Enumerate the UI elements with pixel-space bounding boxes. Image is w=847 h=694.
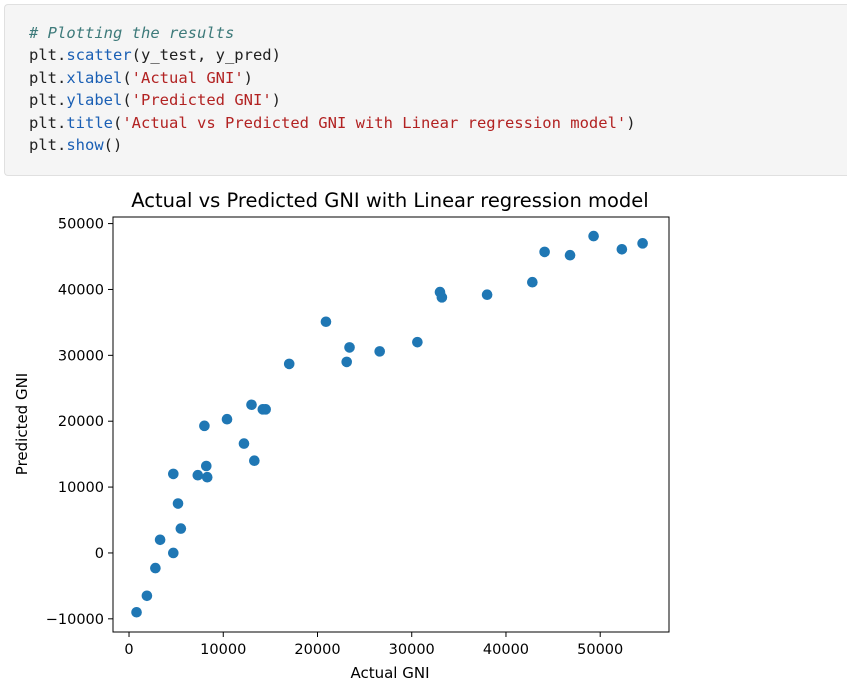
data-point [637,238,648,249]
code-line: plt.xlabel('Actual GNI') [29,69,253,87]
code-token: 'Actual vs Predicted GNI with Linear reg… [122,113,627,132]
code-line: plt.ylabel('Predicted GNI') [29,91,281,109]
data-point [199,420,210,432]
y-tick-label: −10000 [46,612,104,628]
plot-area-frame [112,216,670,633]
data-point [320,316,332,328]
data-point [564,249,576,261]
x-tick-label: 0 [124,642,133,658]
chart-title: Actual vs Predicted GNI with Linear regr… [131,189,648,212]
code-token: plt. [29,91,67,110]
data-point [154,534,166,546]
data-point [341,356,353,368]
data-point [172,498,184,509]
x-tick-label: 20000 [294,642,340,658]
code-line: plt.title('Actual vs Predicted GNI with … [29,114,636,132]
scatter-chart: Actual vs Predicted GNI with Linear regr… [13,189,670,682]
data-point [539,246,550,258]
code-token: ( [113,113,123,132]
data-point [141,590,153,602]
scatter-points [131,230,648,618]
code-token: ( [122,91,132,110]
x-tick-label: 40000 [483,642,529,658]
data-point [150,562,161,574]
data-point [201,471,213,483]
code-token: xlabel [66,68,123,87]
data-point [168,547,179,559]
data-point [238,438,250,449]
code-token: (y_test, y_pred) [131,46,281,65]
data-point [527,276,538,288]
data-point [481,289,493,301]
data-point [588,230,599,242]
data-point [131,606,142,618]
code-line: # Plotting the results [29,24,234,42]
data-point [260,404,271,415]
x-axis: 0 10000 20000 30000 40000 50000 [124,632,623,658]
code-token: show [66,136,104,155]
y-tick-label: 10000 [58,480,104,496]
code-line: plt.scatter(y_test, y_pred) [29,46,281,64]
y-tick-label: 50000 [58,217,104,233]
code-token: ylabel [66,91,123,110]
code-token: plt. [29,68,67,87]
y-tick-label: 20000 [58,414,104,430]
data-point [221,413,233,425]
code-editor[interactable]: # Plotting the results plt.scatter(y_tes… [29,22,636,156]
data-point [616,243,628,255]
code-token: plt. [29,113,67,132]
y-axis-label: Predicted GNI [13,373,31,475]
x-tick-label: 50000 [577,642,623,658]
data-point [249,455,260,467]
code-token: plt. [29,136,67,155]
code-token: plt. [29,46,67,65]
code-token: () [103,136,123,155]
x-tick-label: 10000 [200,642,246,658]
data-point [436,292,448,303]
code-line: plt.show() [29,136,122,154]
data-point [344,342,355,353]
y-axis: −10000 0 10000 20000 30000 40000 50000 [46,217,113,628]
x-axis-label: Actual GNI [350,664,429,682]
code-token: ) [243,68,253,87]
data-point [374,346,385,357]
y-tick-label: 40000 [58,282,104,298]
code-token: ) [271,91,281,110]
code-token: ) [626,113,636,132]
data-point [175,523,187,534]
data-point [192,469,204,481]
data-point [283,358,295,370]
x-tick-label: 30000 [389,642,435,658]
data-point [412,336,423,348]
data-point [246,399,257,411]
code-token: # Plotting the results [29,24,235,42]
code-token: 'Predicted GNI' [131,91,272,110]
y-tick-label: 30000 [58,348,104,364]
code-token: title [66,113,113,132]
code-cell[interactable]: # Plotting the results plt.scatter(y_tes… [4,4,847,176]
code-token: ( [122,68,132,87]
code-token: scatter [66,46,132,65]
y-tick-label: 0 [95,546,104,562]
code-token: 'Actual GNI' [131,68,244,87]
data-point [200,460,212,472]
data-point [168,468,179,480]
